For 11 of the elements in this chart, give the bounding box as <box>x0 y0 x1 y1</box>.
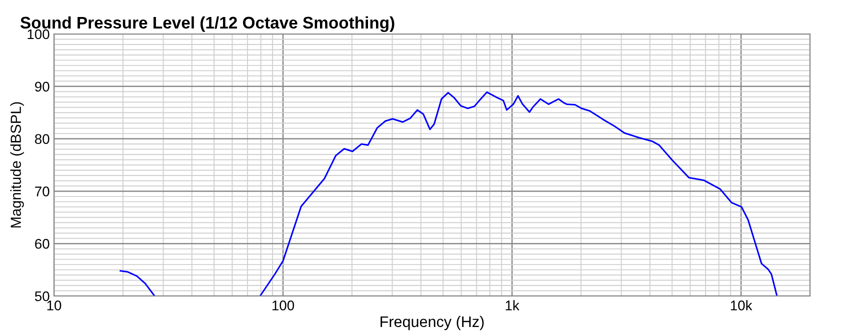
y-tick-label: 80 <box>34 134 50 144</box>
x-axis-title: Frequency (Hz) <box>380 316 484 330</box>
x-tick-label: 100 <box>272 300 294 310</box>
x-tick-label: 10k <box>730 300 752 310</box>
y-tick-label: 50 <box>34 291 50 302</box>
y-tick-label: 60 <box>35 238 50 249</box>
y-tick-label: 90 <box>35 82 50 92</box>
x-tick-label: 10 <box>47 300 62 310</box>
y-axis-title: Magnitude (dBSPL) <box>10 102 24 228</box>
y-tick-label: 70 <box>35 186 50 196</box>
x-tick-label: 1k <box>506 300 520 310</box>
